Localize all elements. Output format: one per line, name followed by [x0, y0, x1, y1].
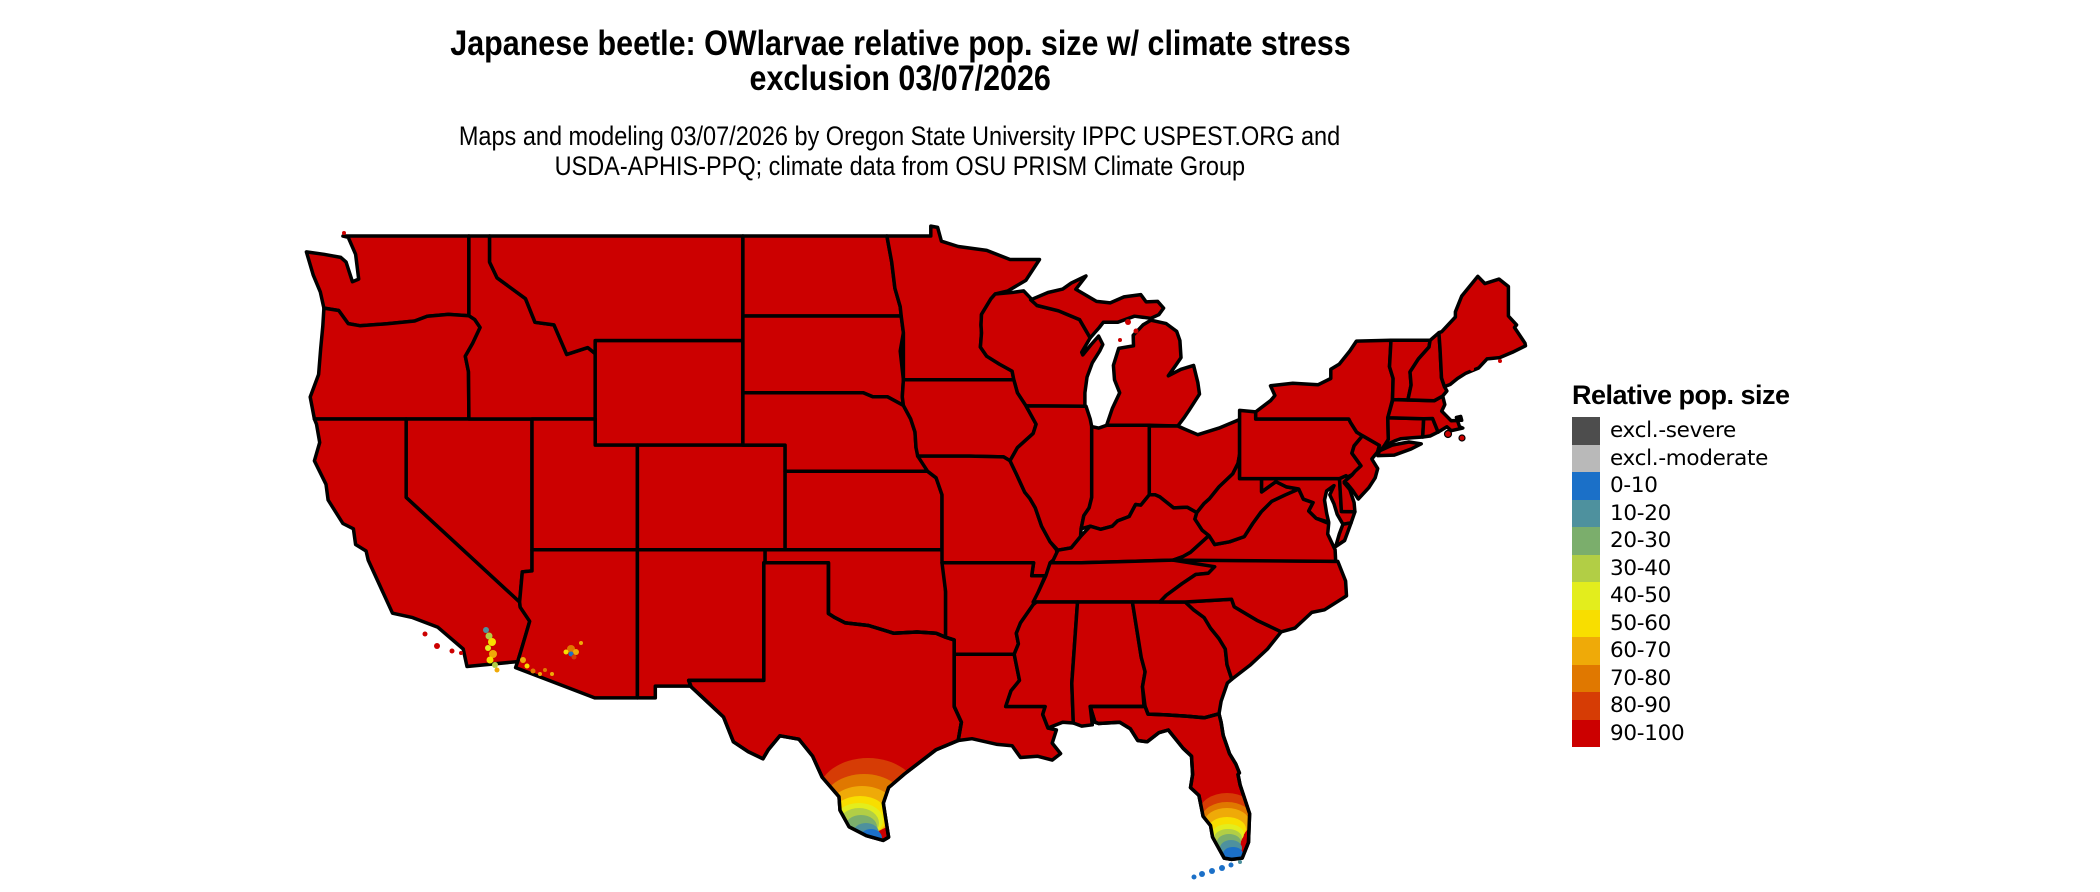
legend-label: 20-30: [1610, 528, 1671, 554]
legend-swatch-30-40: [1572, 554, 1600, 582]
legend-swatch-40-50: [1572, 582, 1600, 610]
legend-label: 40-50: [1610, 583, 1671, 609]
legend-row-60-70: 60-70: [1572, 637, 1912, 665]
state-az: [513, 547, 640, 700]
florida-gradient-patch: [1199, 793, 1250, 860]
state-nm: [635, 547, 767, 700]
state-delmarva: [1333, 521, 1353, 549]
legend-row-90-100: 90-100: [1572, 719, 1912, 747]
legend-swatch-20-30: [1572, 527, 1600, 555]
state-outline-fl: [1088, 704, 1252, 862]
texas-gradient-patch: [818, 758, 918, 841]
subtitle-line-2: USDA-APHIS-PPQ; climate data from OSU PR…: [554, 151, 1246, 181]
legend-swatch-excl.-moderate: [1572, 444, 1600, 472]
legend-label: 0-10: [1610, 473, 1658, 499]
state-shapes: [304, 224, 1528, 862]
state-li: [1375, 440, 1423, 458]
legend-label: 80-90: [1610, 693, 1671, 719]
legend-swatch-70-80: [1572, 664, 1600, 692]
state-outline-tx: [686, 561, 964, 843]
speckle-dots: [342, 231, 1502, 880]
state-nj: [1342, 433, 1382, 501]
legend: Relative pop. size excl.-severe excl.-mod…: [1572, 380, 1912, 747]
legend-label: 30-40: [1610, 555, 1671, 581]
legend-row-70-80: 70-80: [1572, 664, 1912, 692]
state-co: [635, 443, 787, 552]
legend-swatch-excl.-severe: [1572, 417, 1600, 445]
legend-title: Relative pop. size: [1572, 380, 1790, 410]
state-nc: [1158, 558, 1349, 634]
state-ms: [1003, 600, 1080, 730]
subtitle-line-1: Maps and modeling 03/07/2026 by Oregon S…: [459, 121, 1341, 151]
state-nd: [741, 234, 903, 318]
legend-label: excl.-moderate: [1610, 445, 1769, 471]
legend-swatch-60-70: [1572, 637, 1600, 665]
map-subtitle: Maps and modeling 03/07/2026 by Oregon S…: [0, 121, 1800, 181]
legend-label: 10-20: [1610, 500, 1671, 526]
state-me: [1437, 274, 1528, 389]
legend-row-20-30: 20-30: [1572, 527, 1912, 555]
legend-row-40-50: 40-50: [1572, 582, 1912, 610]
legend-swatch-0-10: [1572, 472, 1600, 500]
legend-rows: excl.-severe excl.-moderate 0-10 10-20 20-30…: [1572, 417, 1912, 747]
legend-swatch-80-90: [1572, 692, 1600, 720]
legend-label: 50-60: [1610, 610, 1671, 636]
legend-row-10-20: 10-20: [1572, 499, 1912, 527]
state-or: [308, 306, 482, 421]
legend-row-excl.-severe: excl.-severe: [1572, 417, 1912, 445]
legend-row-80-90: 80-90: [1572, 692, 1912, 720]
legend-label: excl.-severe: [1610, 418, 1736, 444]
state-mi_up: [1028, 274, 1166, 340]
legend-swatch-10-20: [1572, 499, 1600, 527]
page-title: Japanese beetle: OWlarvae relative pop. …: [0, 26, 1800, 96]
legend-row-0-10: 0-10: [1572, 472, 1912, 500]
legend-row-excl.-moderate: excl.-moderate: [1572, 444, 1912, 472]
legend-row-30-40: 30-40: [1572, 554, 1912, 582]
state-ks: [783, 469, 944, 552]
legend-label: 60-70: [1610, 638, 1671, 664]
title-line-2: exclusion 03/07/2026: [749, 59, 1051, 98]
title-line-1: Japanese beetle: OWlarvae relative pop. …: [449, 24, 1351, 63]
state-md: [1259, 476, 1357, 527]
state-wy: [593, 338, 745, 447]
legend-label: 90-100: [1610, 720, 1685, 746]
legend-swatch-50-60: [1572, 609, 1600, 637]
legend-label: 70-80: [1610, 665, 1671, 691]
legend-swatch-90-100: [1572, 719, 1600, 747]
state-mi_lp: [1104, 318, 1202, 428]
legend-row-50-60: 50-60: [1572, 609, 1912, 637]
